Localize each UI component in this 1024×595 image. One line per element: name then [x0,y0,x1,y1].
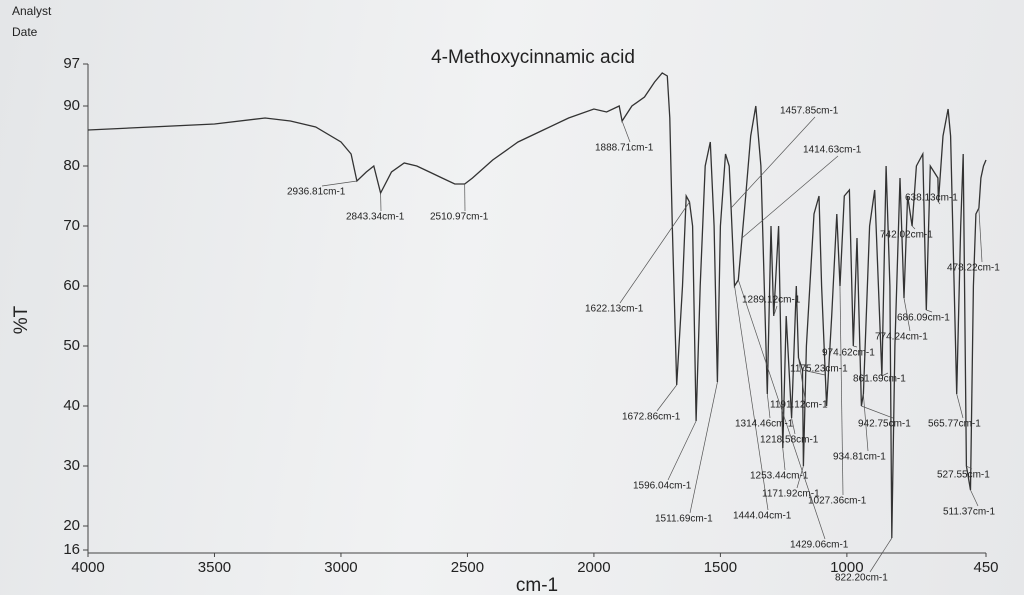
peak-label: 1457.85cm-1 [780,106,839,117]
date-label: Date [12,25,38,39]
annotation-leader [802,369,826,376]
y-tick-label: 16 [63,541,80,558]
y-tick-label: 80 [63,157,80,174]
annotation-leader [766,393,771,419]
annotation-leader [970,489,979,507]
peak-label: 1444.04cm-1 [733,511,792,522]
y-tick-label: 70 [63,217,80,234]
annotation-leader [798,357,806,400]
peak-label: 1672.86cm-1 [622,412,681,423]
annotation-leader [734,285,769,511]
x-tick-label: 3000 [324,559,357,576]
y-tick-label: 30 [63,457,80,474]
peak-label: 1511.69cm-1 [655,514,713,525]
y-tick-label: 20 [63,517,80,534]
peak-label: 686.09cm-1 [897,313,950,324]
x-tick-label: 2500 [451,559,484,576]
annotation-leader [621,120,631,143]
spectrum-line [87,72,987,539]
peak-label: 1191.12cm-1 [770,400,828,411]
peak-label: 565.77cm-1 [928,419,981,430]
peak-label: 1414.63cm-1 [803,145,862,156]
peak-label: 1289.12cm-1 [742,295,801,306]
peak-label: 861.69cm-1 [853,374,906,385]
annotation-leader [689,381,718,514]
peak-label: 1596.04cm-1 [633,481,692,492]
annotation-leader [869,537,893,573]
peak-label: 1429.06cm-1 [790,540,849,551]
x-tick-label: 2000 [577,559,610,576]
peak-label: 822.20cm-1 [835,573,888,584]
y-tick-label: 60 [63,277,80,294]
peak-label: 934.81cm-1 [833,452,886,463]
peak-label: 1888.71cm-1 [595,143,654,154]
x-tick-label: 1000 [830,559,863,576]
annotation-leader [796,465,804,489]
y-tick-label: 50 [63,337,80,354]
y-tick-label: 40 [63,397,80,414]
peak-label: 1027.36cm-1 [808,496,867,507]
peak-label: 638.13cm-1 [905,193,958,204]
peak-label: 742.02cm-1 [880,230,933,241]
annotation-leader [773,305,778,317]
chart-title: 4-Methoxycinnamic acid [431,47,635,68]
annotation-leader [863,393,869,452]
y-axis-label: %T [11,305,32,334]
annotation-leader [791,417,796,435]
y-tick-label: 90 [63,97,80,114]
peak-label: 1314.46cm-1 [735,419,794,430]
x-axis-label: cm-1 [516,575,558,595]
annotation-leader [861,405,894,419]
peak-label: 511.37cm-1 [943,507,996,518]
annotation-leader [926,309,933,313]
annotation-leader [911,225,916,230]
annotation-leader [782,447,786,471]
peak-label: 527.55cm-1 [937,470,990,481]
peak-label: 2936.81cm-1 [287,187,346,198]
annotation-leader [938,201,941,205]
x-tick-label: 4000 [71,559,104,576]
peak-label: 478.22cm-1 [947,263,1000,274]
x-tick-label: 450 [973,559,998,576]
peak-label: 774.24cm-1 [875,332,928,343]
annotation-leader [903,297,911,332]
annotation-leader [656,384,677,412]
y-tick-label: 97 [63,55,80,72]
analyst-label: Analyst [12,4,52,18]
annotation-leader [738,279,826,540]
peak-label: 1175.23cm-1 [790,364,848,375]
annotation-leader [667,420,697,481]
peak-label: 1622.13cm-1 [585,304,644,315]
peak-label: 942.75cm-1 [858,419,911,430]
annotation-leader [730,116,816,209]
peak-label: 974.62cm-1 [822,348,875,359]
x-tick-label: 3500 [198,559,231,576]
annotation-leader [839,285,844,496]
x-tick-label: 1500 [704,559,737,576]
annotation-leader [619,201,690,304]
peak-label: 2843.34cm-1 [346,212,405,223]
annotation-leader [853,345,858,348]
annotation-leader [956,393,964,419]
annotation-leader [321,180,357,187]
peak-label: 2510.97cm-1 [430,212,489,223]
peak-label: 1218.58cm-1 [760,435,819,446]
peak-label: 1171.92cm-1 [762,489,820,500]
annotation-leader [741,155,839,239]
annotation-leader [966,465,973,470]
peak-label: 1253.44cm-1 [750,471,809,482]
annotation-leader [978,207,983,263]
annotation-leader [881,372,889,377]
